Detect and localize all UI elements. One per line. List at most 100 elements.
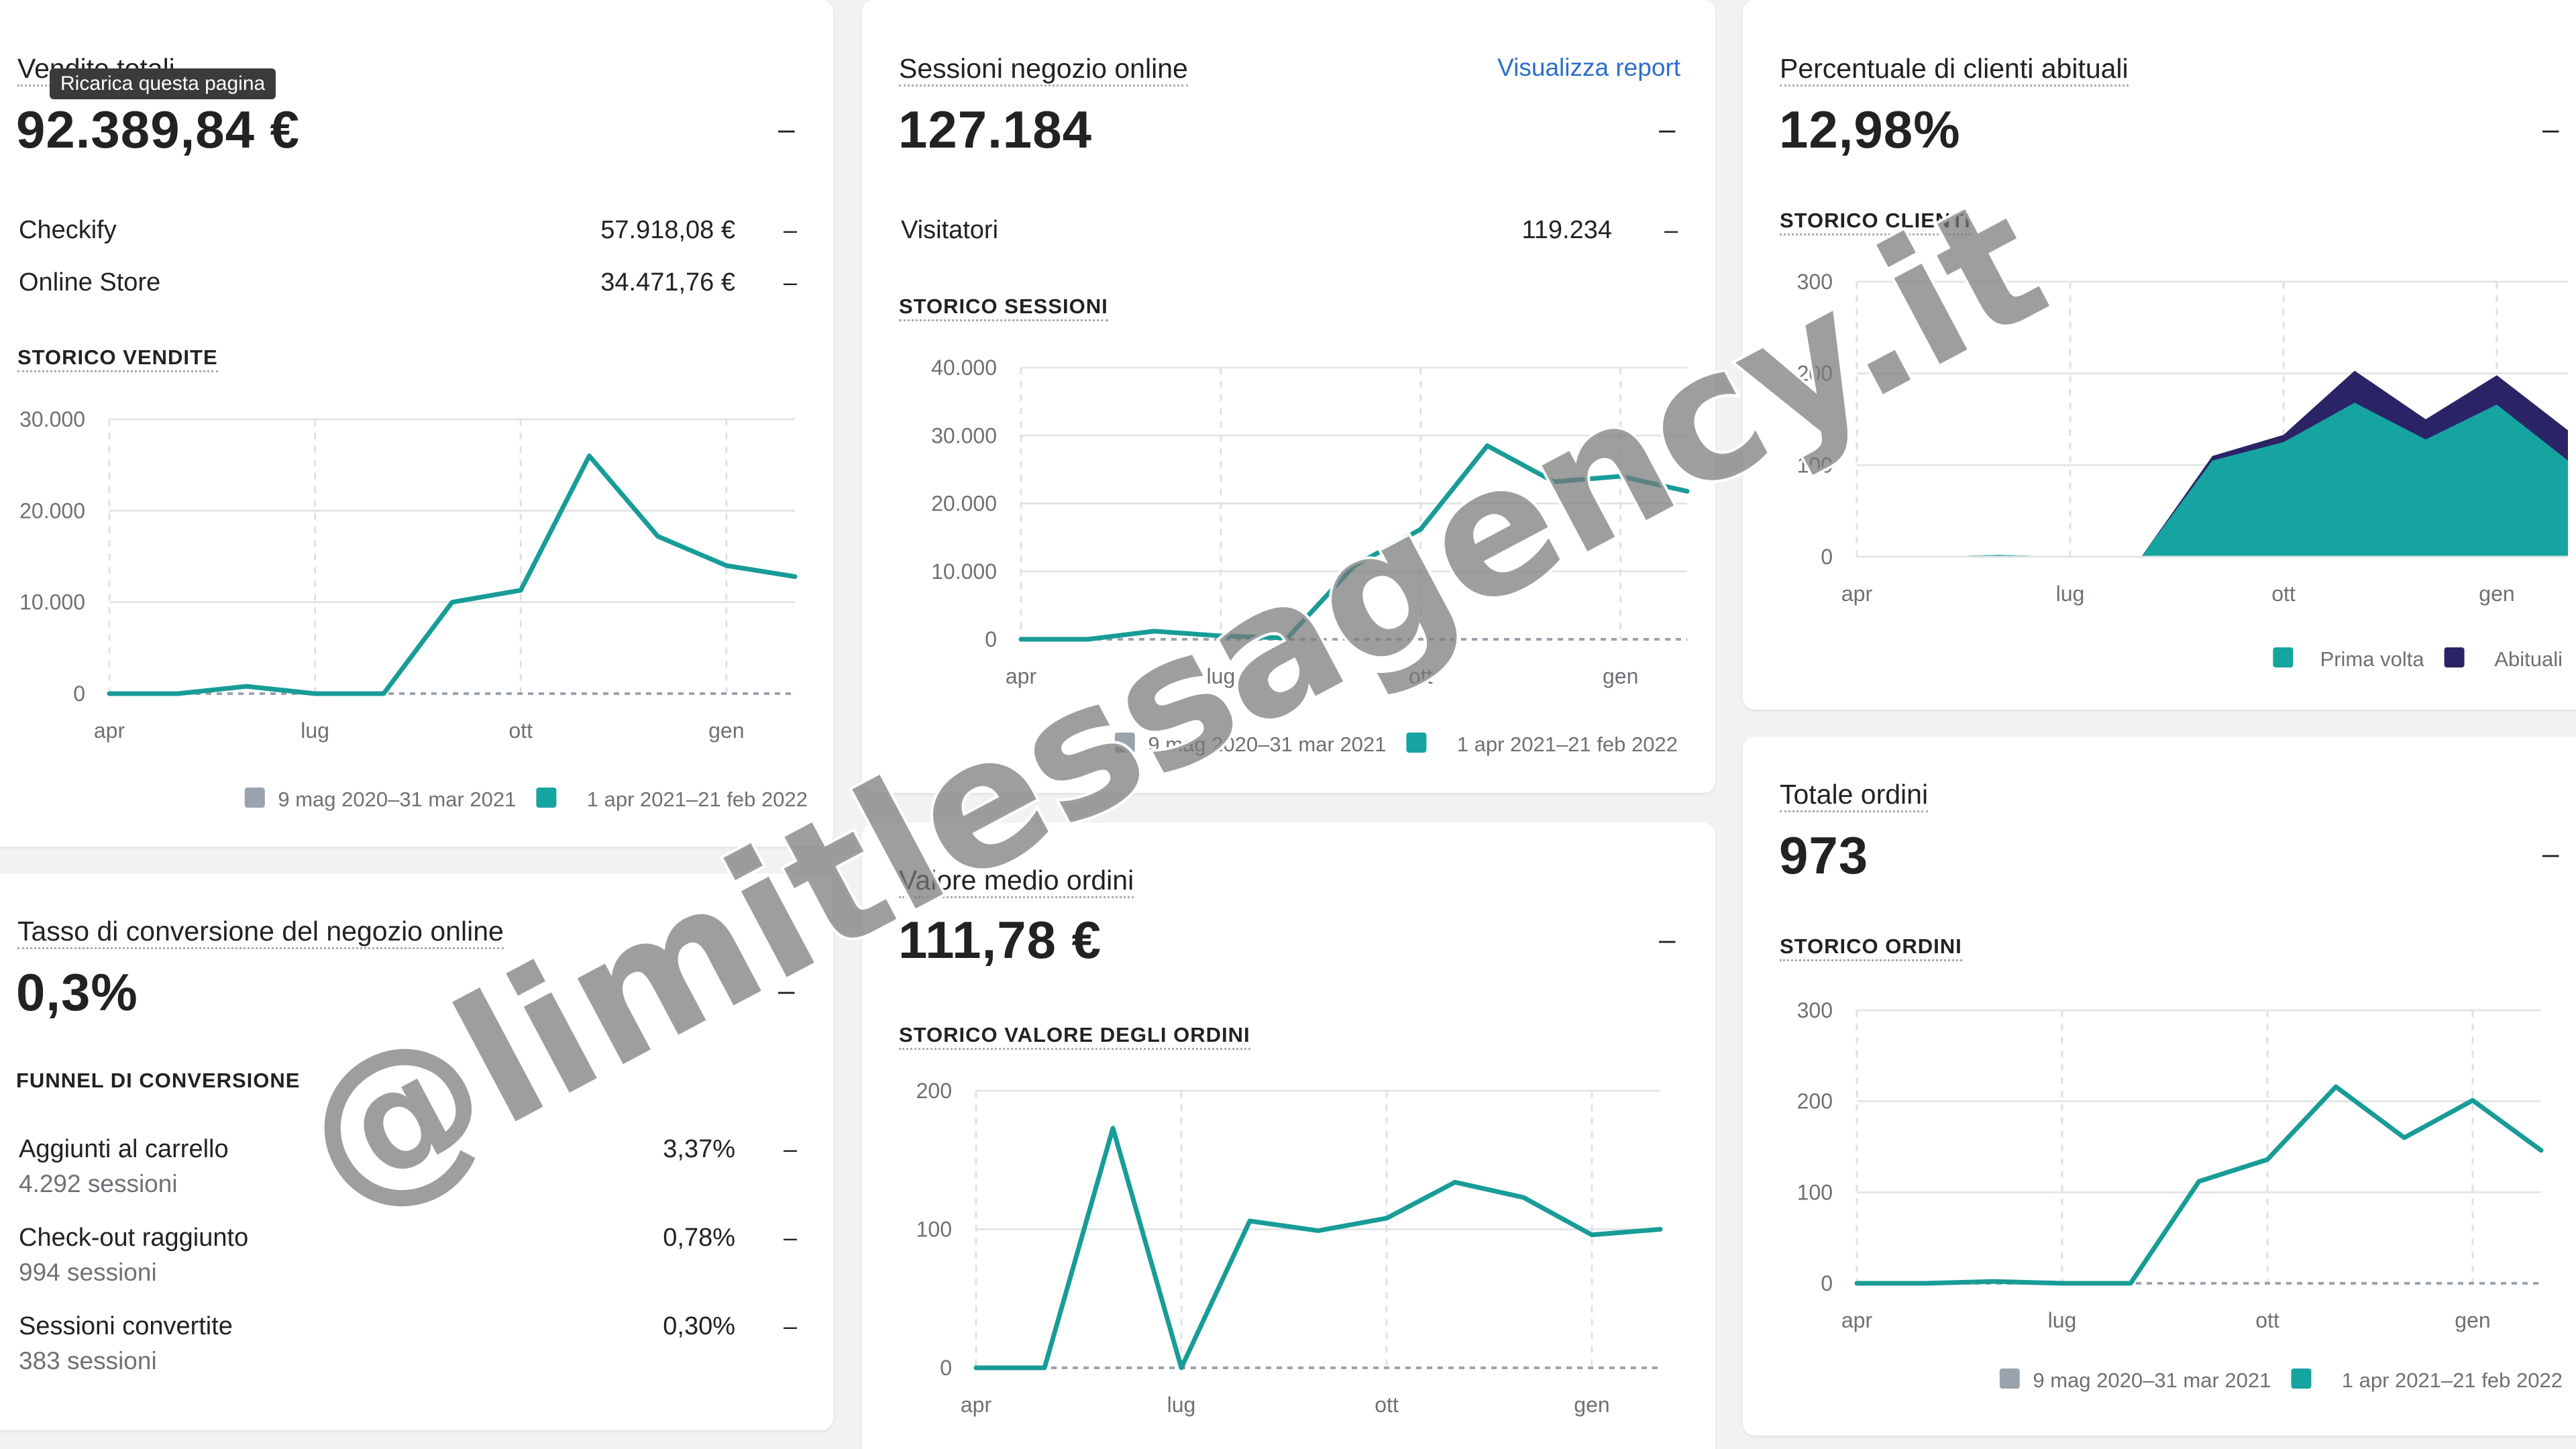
y-tick-label: 0: [73, 682, 85, 706]
series-line-current-period: [107, 453, 798, 696]
funnel-rate-checkout-reached: 0,78%: [663, 1224, 735, 1252]
channel-value-online-store: 34.471,76 €: [600, 268, 735, 297]
funnel-trend-converted: –: [784, 1312, 798, 1340]
sales-history-heading: STORICO VENDITE: [17, 345, 218, 372]
y-tick-label: 200: [1797, 1089, 1833, 1114]
customers-history-chart: 0 100 200 300 apr lug ott gen Abituali Prima volt…: [1797, 270, 2568, 671]
aov-history-heading: STORICO VALORE DEGLI ORDINI: [899, 1022, 1250, 1050]
channel-label-online-store: Online Store: [19, 268, 161, 297]
x-tick-label: gen: [1574, 1393, 1609, 1417]
funnel-sessions-checkout-reached: 994 sessioni: [19, 1258, 157, 1286]
y-tick-label: 0: [985, 627, 997, 651]
channel-value-checkify: 57.918,08 €: [600, 216, 735, 244]
aov-history-chart: 0 100 200 apr lug ott gen: [916, 1079, 1663, 1417]
series-line-current-period: [973, 1126, 1663, 1371]
legend-swatch: [1999, 1368, 2020, 1389]
x-tick-label: ott: [2255, 1308, 2279, 1332]
funnel-sessions-converted: 383 sessioni: [19, 1347, 157, 1375]
y-tick-label: 40.000: [931, 356, 997, 380]
x-tick-label: gen: [2455, 1308, 2490, 1332]
y-tick-label: 10.000: [19, 590, 85, 614]
orders-history-chart: 0 100 200 300 apr lug ott gen 1 apr 2021–21 feb …: [1797, 998, 2563, 1392]
aov-title[interactable]: Valore medio ordini: [899, 864, 1134, 898]
funnel-label-checkout-reached: Check-out raggiunto: [19, 1224, 249, 1252]
y-tick-label: 20.000: [931, 492, 997, 516]
x-tick-label: gen: [2479, 582, 2514, 606]
y-tick-label: 300: [1797, 270, 1833, 294]
x-tick-label: apr: [94, 718, 125, 743]
legend-swatch: [1406, 733, 1427, 753]
sales-total-value: 92.389,84 €: [16, 100, 301, 159]
y-tick-label: 100: [1797, 453, 1833, 477]
y-tick-label: 100: [1797, 1180, 1833, 1204]
legend-swatch: [2291, 1368, 2312, 1389]
y-tick-label: 10.000: [931, 559, 997, 584]
channel-trend-checkify: –: [784, 216, 798, 244]
sessions-total-value: 127.184: [898, 100, 1092, 159]
y-tick-label: 200: [916, 1079, 952, 1103]
legend-label: 1 apr 2021–21 feb 2022: [2342, 1368, 2563, 1392]
sessions-history-chart: 0 10.000 20.000 30.000 40.000 apr lug ott gen 1 a…: [931, 356, 1690, 756]
funnel-sessions-added-to-cart: 4.292 sessioni: [19, 1170, 178, 1197]
x-tick-label: lug: [301, 718, 329, 743]
legend-swatch: [536, 788, 557, 808]
channel-label-checkify: Checkify: [19, 216, 117, 244]
returning-rate-value: 12,98%: [1779, 100, 1961, 159]
series-area-first-time: [1857, 402, 2568, 557]
x-tick-label: gen: [1603, 664, 1638, 688]
sales-card: Vendite totali Ricarica questa pagina 92…: [0, 0, 833, 847]
sales-history-chart: 0 10.000 20.000 30.000 apr lug ott gen 1 apr 202…: [19, 407, 808, 811]
x-tick-label: ott: [1375, 1393, 1399, 1417]
aov-value: 111,78 €: [898, 910, 1102, 969]
conversion-rate-value: 0,3%: [16, 963, 138, 1022]
legend-label: Prima volta: [2320, 647, 2425, 671]
orders-card: Totale ordini 973 – STORICO ORDINI 0 100 2…: [1743, 737, 2576, 1436]
aov-card: Valore medio ordini 111,78 € – STORICO V…: [862, 822, 1715, 1449]
x-tick-label: lug: [2056, 582, 2085, 606]
returning-customers-card: Percentuale di clienti abituali 12,98% –…: [1743, 0, 2576, 710]
x-tick-label: lug: [1207, 664, 1236, 688]
funnel-trend-added-to-cart: –: [784, 1135, 798, 1163]
reload-tooltip: Ricarica questa pagina: [50, 68, 276, 99]
y-tick-label: 0: [940, 1356, 952, 1380]
funnel-rate-converted: 0,30%: [663, 1312, 735, 1340]
funnel-rate-added-to-cart: 3,37%: [663, 1135, 735, 1163]
x-tick-label: apr: [1841, 582, 1873, 606]
view-report-link[interactable]: Visualizza report: [1497, 54, 1680, 81]
y-tick-label: 30.000: [19, 407, 85, 431]
legend-label: 1 apr 2021–21 feb 2022: [1457, 733, 1678, 756]
y-tick-label: 0: [1821, 1271, 1833, 1295]
y-tick-label: 20.000: [19, 498, 85, 523]
sessions-card: Sessioni negozio online Visualizza repor…: [862, 0, 1715, 793]
legend-swatch: [1114, 733, 1135, 753]
legend-swatch: [2444, 647, 2465, 667]
returning-trend-indicator: –: [2542, 113, 2559, 146]
y-tick-label: 0: [1821, 545, 1833, 569]
x-tick-label: lug: [1167, 1393, 1196, 1417]
orders-title[interactable]: Totale ordini: [1780, 778, 1929, 812]
channel-trend-online-store: –: [784, 268, 798, 296]
legend-label: Abituali: [2494, 647, 2563, 671]
x-tick-label: apr: [1006, 664, 1037, 688]
orders-total-value: 973: [1779, 826, 1869, 885]
visitors-value: 119.234: [1521, 216, 1612, 244]
visitors-label: Visitatori: [901, 216, 999, 244]
funnel-label-converted: Sessioni convertite: [19, 1312, 233, 1340]
x-tick-label: ott: [508, 718, 533, 743]
aov-trend-indicator: –: [1659, 923, 1676, 956]
sessions-title[interactable]: Sessioni negozio online: [899, 52, 1188, 87]
series-line-current-period: [1854, 1084, 2544, 1286]
conversion-title[interactable]: Tasso di conversione del negozio online: [17, 915, 504, 949]
orders-history-heading: STORICO ORDINI: [1780, 934, 1962, 961]
returning-title[interactable]: Percentuale di clienti abituali: [1780, 52, 2129, 87]
y-tick-label: 200: [1797, 362, 1833, 386]
legend-label: 1 apr 2021–21 feb 2022: [587, 788, 808, 811]
x-tick-label: ott: [2271, 582, 2296, 606]
conversion-card: Tasso di conversione del negozio online …: [0, 873, 833, 1430]
x-tick-label: apr: [961, 1393, 992, 1417]
x-tick-label: lug: [2048, 1308, 2077, 1332]
conversion-trend-indicator: –: [778, 974, 795, 1007]
x-tick-label: ott: [1409, 664, 1433, 688]
funnel-label-added-to-cart: Aggiunti al carrello: [19, 1135, 229, 1163]
x-tick-label: apr: [1841, 1308, 1873, 1332]
